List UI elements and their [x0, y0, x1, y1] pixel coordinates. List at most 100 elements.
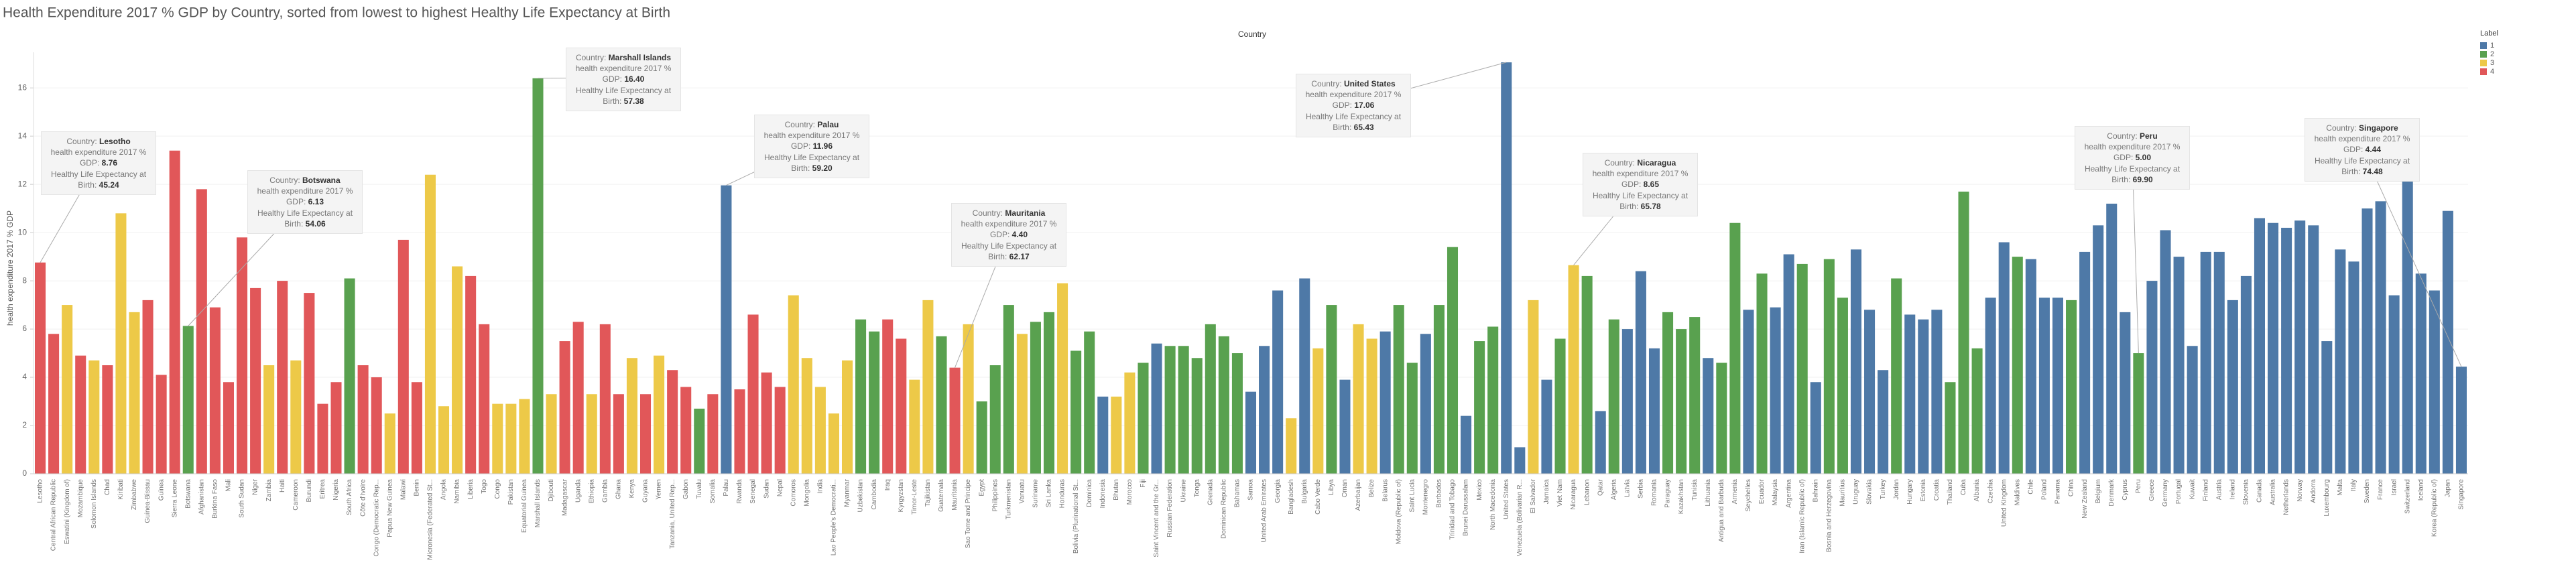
bar	[2187, 346, 2198, 474]
bar	[2442, 210, 2453, 474]
bar	[1581, 275, 1593, 474]
annotation-label: health expenditure 2017 % GDP:	[50, 147, 147, 168]
bar	[102, 365, 113, 474]
bar	[142, 300, 154, 474]
x-tick-label: Bangladesh	[1288, 479, 1295, 515]
y-tick-label: 12	[18, 179, 27, 188]
x-tick-label: Zimbabwe	[131, 479, 138, 511]
x-tick-label: Bolivia (Plurinational St...	[1072, 479, 1080, 553]
annotation: Country: Marshall Islands health expendit…	[566, 48, 681, 111]
bar	[237, 237, 248, 474]
bar	[654, 355, 665, 474]
bar	[357, 365, 369, 474]
x-tick-label: Haiti	[279, 479, 286, 493]
bar	[182, 326, 194, 474]
x-tick-label: Vanuatu	[1019, 479, 1026, 504]
x-tick-label: Croatia	[1933, 479, 1941, 501]
bar	[2294, 220, 2306, 474]
bar	[1541, 379, 1552, 474]
bar	[1891, 278, 1902, 474]
bar	[1420, 334, 1431, 474]
annotation-value: 17.06	[1354, 101, 1375, 111]
bar	[1676, 329, 1687, 474]
x-tick-label: Marshall Islands	[534, 479, 542, 527]
x-tick-label: Togo	[481, 479, 488, 494]
bar	[2281, 227, 2292, 474]
x-tick-label: Bosnia and Herzegovina	[1825, 479, 1833, 552]
bar	[1353, 324, 1364, 474]
legend-label: 2	[2490, 50, 2494, 58]
bar	[1138, 363, 1149, 474]
bar	[115, 213, 127, 474]
bar	[2052, 298, 2064, 474]
x-tick-label: Maldives	[2014, 479, 2021, 505]
bar	[1070, 350, 1082, 474]
annotation-label: Healthy Life Expectancy at Birth:	[50, 169, 147, 190]
x-tick-label: Thailand	[1947, 479, 1954, 505]
annotation-value: 4.44	[2365, 145, 2382, 155]
bar	[774, 387, 786, 474]
x-tick-label: Bahrain	[1812, 479, 1819, 502]
annotation-label: Country:	[2326, 123, 2357, 133]
x-tick-label: Nepal	[776, 479, 784, 497]
x-tick-label: Comoros	[790, 479, 797, 507]
x-tick-label: Algeria	[1610, 479, 1617, 501]
x-tick-label: Grenada	[1207, 479, 1214, 505]
bar	[869, 331, 880, 474]
x-tick-label: Slovenia	[2243, 479, 2250, 505]
bar	[1568, 265, 1579, 474]
x-tick-label: Cambodia	[871, 479, 878, 510]
x-tick-label: United Kingdom	[2000, 479, 2008, 527]
x-tick-label: France	[2377, 479, 2384, 501]
bar	[1084, 331, 1095, 474]
bar	[572, 322, 584, 474]
x-tick-label: Cameroon	[292, 479, 300, 511]
bar	[855, 319, 867, 474]
bar	[2388, 295, 2400, 474]
y-tick-label: 8	[22, 275, 27, 285]
x-tick-label: Equatorial Guinea	[521, 479, 528, 533]
x-tick-label: Fiji	[1140, 479, 1147, 488]
x-tick-label: Mozambique	[77, 479, 84, 518]
bar	[2093, 225, 2104, 474]
x-tick-label: New Zealand	[2081, 479, 2089, 519]
bar	[250, 287, 261, 474]
x-tick-label: Afghanistan	[198, 479, 205, 515]
bar	[1406, 363, 1418, 474]
bar	[196, 189, 207, 474]
x-tick-label: Greece	[2148, 479, 2156, 501]
x-tick-label: Japan	[2445, 479, 2452, 497]
bar	[2455, 367, 2467, 474]
x-tick-label: Romania	[1651, 479, 1658, 506]
x-tick-label: Oman	[1341, 479, 1349, 497]
bar	[909, 379, 920, 474]
bar	[1971, 348, 1983, 474]
x-tick-label: Trinidad and Tobago	[1449, 479, 1457, 540]
x-tick-label: Kyrgyzstan	[898, 479, 905, 512]
annotation-label: health expenditure 2017 % GDP:	[2314, 134, 2410, 155]
x-tick-label: Sao Tome and Principe	[965, 479, 972, 549]
bar	[2375, 201, 2386, 474]
annotation-label: Healthy Life Expectancy at Birth:	[2314, 155, 2410, 176]
bar	[384, 413, 395, 474]
bar	[2160, 230, 2171, 474]
x-tick-label: Lithuania	[1705, 479, 1712, 507]
bar	[586, 394, 597, 474]
bar	[2362, 208, 2373, 474]
bar	[424, 174, 436, 474]
bar	[263, 365, 275, 474]
x-tick-label: Gabon	[682, 479, 690, 499]
x-tick-label: Singapore	[2458, 479, 2465, 510]
x-tick-label: Montenegro	[1422, 479, 1430, 515]
x-tick-label: Angola	[440, 479, 448, 501]
annotation: Country: United States health expenditure…	[1296, 74, 1411, 137]
x-tick-label: Chad	[104, 479, 111, 495]
bar	[2079, 251, 2091, 474]
x-tick-label: Tanzania, United Rep...	[669, 479, 676, 549]
x-tick-label: Peru	[2135, 479, 2142, 493]
x-tick-label: China	[2068, 479, 2075, 497]
legend-swatch	[2480, 60, 2487, 66]
x-tick-label: Honduras	[1059, 479, 1066, 508]
x-tick-label: Cuba	[1960, 479, 1967, 495]
x-tick-label: Mauritius	[1839, 479, 1847, 507]
